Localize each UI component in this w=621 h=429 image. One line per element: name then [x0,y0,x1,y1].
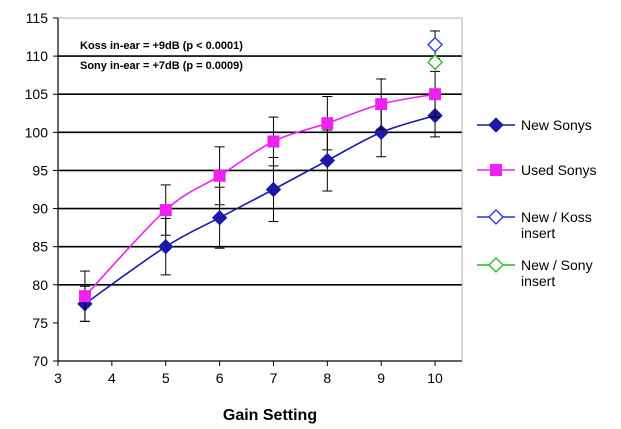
data-point [158,238,174,255]
data-point [429,88,442,101]
legend-item: Used Sonys [477,162,596,178]
y-tick-label: 105 [25,86,49,102]
legend-label: New / Sony [521,257,593,273]
data-point [159,204,172,217]
legend-label: insert [521,225,555,241]
legend-item: New Sonys [477,117,592,133]
y-tick-label: 80 [32,277,48,293]
data-point [211,209,228,226]
legend-marker [490,164,502,176]
x-tick-label: 4 [108,370,116,386]
y-tick-label: 100 [25,124,49,140]
y-tick-labels: 70 75 80 85 90 95 100 105 110 115 [25,10,49,369]
legend-label: Used Sonys [521,162,596,178]
annotation-sony: Sony in-ear = +7dB (p = 0.0009) [80,60,243,72]
series-used-sonys [78,70,442,322]
annotations: Koss in-ear = +9dB (p < 0.0001) Sony in-… [80,40,243,72]
legend-label: New / Koss [521,209,592,225]
axes [53,17,463,366]
y-tick-label: 110 [26,48,49,64]
data-point [375,98,388,111]
series-layer [77,30,443,322]
data-point [427,36,443,53]
x-axis-label: Gain Setting [223,407,317,424]
x-tick-label: 10 [427,370,443,386]
data-point [213,169,226,182]
x-tick-label: 9 [377,370,385,386]
data-point [267,135,280,148]
data-point [427,54,443,71]
x-tick-label: 8 [323,370,331,386]
y-tick-label: 90 [32,201,48,217]
data-point [78,290,91,303]
legend-label: New Sonys [521,117,592,133]
legend-label: insert [521,273,555,289]
y-tick-label: 75 [32,315,48,331]
x-tick-labels: 3 4 5 6 7 8 9 10 [54,370,443,386]
y-tick-label: 70 [32,353,48,369]
data-point [321,117,334,130]
series-new-sony-insert [427,54,443,71]
y-tick-label: 115 [26,10,49,26]
data-point [319,152,336,169]
legend-marker [488,209,504,225]
legend-marker [488,257,504,273]
x-tick-label: 6 [216,370,224,386]
gridlines [58,55,462,286]
x-tick-label: 7 [270,370,278,386]
legend-marker [488,117,504,133]
y-tick-label: 95 [32,162,48,178]
x-tick-label: 5 [162,370,170,386]
data-point [373,124,389,141]
annotation-koss: Koss in-ear = +9dB (p < 0.0001) [80,40,243,52]
series-line [84,114,436,305]
x-tick-label: 3 [54,370,62,386]
data-point [265,181,282,198]
y-tick-label: 85 [32,239,48,255]
series-new-koss-insert [427,30,443,59]
